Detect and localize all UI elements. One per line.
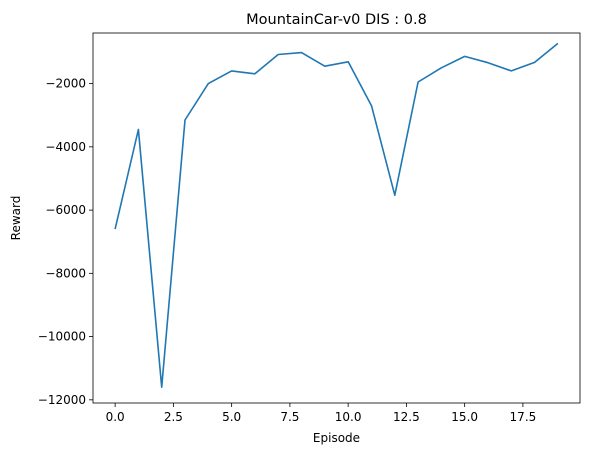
x-tick-label: 5.0: [222, 410, 241, 424]
series-line: [114, 42, 559, 389]
x-tick-label: 2.5: [164, 410, 183, 424]
x-tick-label: 12.5: [393, 410, 420, 424]
x-axis-label: Episode: [313, 431, 360, 445]
x-tick-label: 17.5: [510, 410, 537, 424]
y-tick-label: −10000: [38, 330, 86, 344]
plot-frame: [92, 32, 581, 404]
x-axis: 0.0 2.5 5.0 7.5 10.0 12.5 15.0 17.5: [106, 403, 537, 424]
y-axis-label: Reward: [9, 196, 23, 241]
chart-title: MountainCar-v0 DIS : 0.8: [246, 12, 427, 28]
y-tick-label: −6000: [45, 203, 86, 217]
y-tick-label: −2000: [45, 77, 86, 91]
x-tick-label: 7.5: [280, 410, 299, 424]
y-tick-label: −8000: [45, 266, 86, 280]
x-tick-label: 15.0: [451, 410, 478, 424]
y-tick-label: −12000: [38, 393, 86, 407]
y-tick-label: −4000: [45, 140, 86, 154]
x-tick-label: 0.0: [106, 410, 125, 424]
y-axis: −12000 −10000 −8000 −6000 −4000 −2000: [38, 77, 93, 407]
plot-area: [114, 42, 559, 389]
x-tick-label: 10.0: [335, 410, 362, 424]
